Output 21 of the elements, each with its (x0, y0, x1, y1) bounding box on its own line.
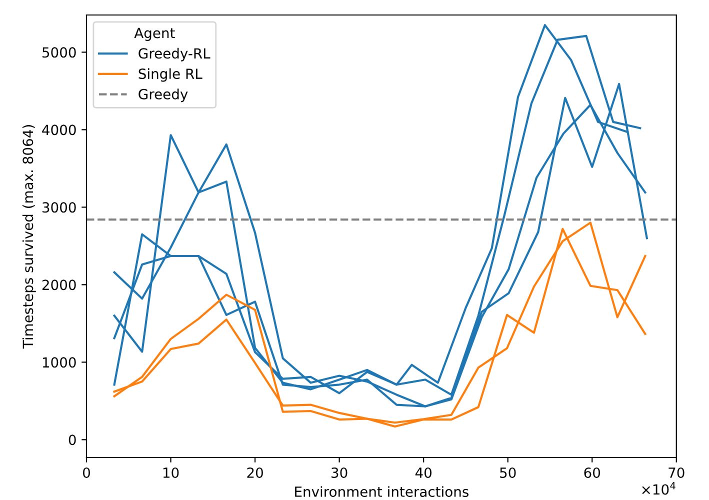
text: ×10$^{4}$ (642, 482, 676, 495)
y-tick-label: 3000 (42, 202, 76, 213)
x-tick-label: 10 (163, 467, 179, 478)
legend-label: Greedy (138, 88, 188, 102)
x-tick-label: 0 (82, 467, 90, 478)
y-tick-label: 2000 (42, 280, 76, 290)
legend-title: Agent (134, 28, 175, 41)
legend-label: Greedy-RL (138, 48, 210, 62)
x-tick-label: 30 (332, 467, 348, 478)
x-tick-label: 60 (584, 467, 600, 478)
legend-label: Single RL (138, 68, 202, 82)
x-tick-label: 40 (415, 467, 432, 478)
y-tick-label: 5000 (42, 47, 76, 58)
x-tick-label: 20 (247, 467, 263, 478)
y-axis-title: Timesteps survived (max. 8064) (22, 125, 36, 349)
x-axis-title: Environment interactions (295, 486, 468, 497)
x-tick-label: 70 (668, 467, 684, 478)
y-tick-label: 1000 (42, 357, 76, 368)
y-tick-label: 0 (68, 434, 76, 446)
y-tick-label: 4000 (42, 124, 76, 136)
x-tick-label: 50 (500, 467, 516, 478)
